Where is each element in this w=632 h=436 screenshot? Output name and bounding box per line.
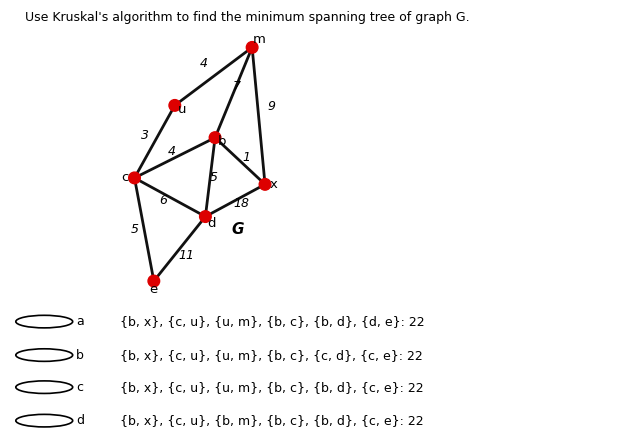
Text: m: m <box>253 33 265 46</box>
Circle shape <box>246 41 258 53</box>
Text: 1: 1 <box>243 151 250 164</box>
Text: G: G <box>231 222 244 237</box>
Text: 9: 9 <box>267 100 276 112</box>
Circle shape <box>209 132 221 143</box>
Text: u: u <box>178 103 186 116</box>
Circle shape <box>169 99 181 111</box>
Circle shape <box>148 275 160 287</box>
Text: 11: 11 <box>178 249 194 262</box>
Circle shape <box>200 211 211 222</box>
Text: b: b <box>76 348 83 361</box>
Text: 18: 18 <box>234 197 250 210</box>
Text: e: e <box>150 283 158 296</box>
Text: d: d <box>207 217 216 230</box>
Text: {b, x}, {c, u}, {u, m}, {b, c}, {b, d}, {d, e}: 22: {b, x}, {c, u}, {u, m}, {b, c}, {b, d}, … <box>120 315 425 328</box>
Text: 6: 6 <box>159 194 167 207</box>
Text: d: d <box>76 414 84 427</box>
Text: {b, x}, {c, u}, {u, m}, {b, c}, {b, d}, {c, e}: 22: {b, x}, {c, u}, {u, m}, {b, c}, {b, d}, … <box>120 381 423 394</box>
Text: c: c <box>121 171 128 184</box>
Text: 3: 3 <box>141 129 149 142</box>
Text: 7: 7 <box>233 79 241 92</box>
Text: a: a <box>76 315 83 328</box>
Text: 5: 5 <box>130 223 138 236</box>
Text: x: x <box>270 178 278 191</box>
Text: c: c <box>76 381 83 394</box>
Text: 5: 5 <box>209 170 217 184</box>
Text: Use Kruskal's algorithm to find the minimum spanning tree of graph G.: Use Kruskal's algorithm to find the mini… <box>25 11 470 24</box>
Text: 4: 4 <box>200 57 208 70</box>
Circle shape <box>129 172 140 184</box>
Text: b: b <box>218 135 226 148</box>
Circle shape <box>259 179 271 190</box>
Text: {b, x}, {c, u}, {u, m}, {b, c}, {c, d}, {c, e}: 22: {b, x}, {c, u}, {u, m}, {b, c}, {c, d}, … <box>120 348 423 361</box>
Text: 4: 4 <box>167 145 176 158</box>
Text: {b, x}, {c, u}, {b, m}, {b, c}, {b, d}, {c, e}: 22: {b, x}, {c, u}, {b, m}, {b, c}, {b, d}, … <box>120 414 423 427</box>
